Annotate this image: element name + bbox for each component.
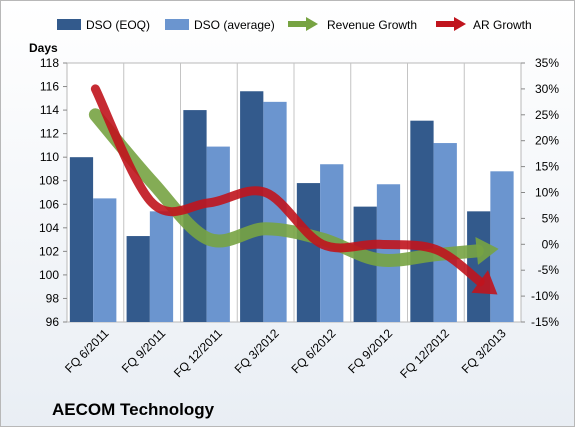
- y-right-tick-label: -10%: [531, 289, 559, 303]
- bar-dso-eoq: [126, 236, 150, 322]
- revenue-growth-line: [88, 108, 484, 267]
- y-left-tick-label: 118: [40, 56, 59, 70]
- legend-label-revenue: Revenue Growth: [327, 18, 417, 32]
- bar-dso-average: [206, 146, 230, 322]
- bar-dso-average: [433, 143, 457, 322]
- legend-swatch-eoq: [57, 19, 81, 30]
- y-right-tick-label: 10%: [535, 186, 559, 200]
- bar-dso-eoq: [353, 206, 377, 322]
- y-right-tick-label: 0%: [542, 237, 560, 251]
- bar-dso-average: [93, 198, 117, 322]
- y-right-tick-label: 20%: [535, 134, 559, 148]
- revenue-growth-arrowhead: [475, 236, 499, 265]
- y-left-tick-label: 100: [39, 268, 59, 282]
- y-right-tick-label: -15%: [531, 315, 559, 329]
- ar-growth-line: [90, 84, 485, 287]
- legend-swatch-avg: [165, 19, 189, 30]
- legend: DSO (EOQ) DSO (average) Revenue Growth A…: [57, 17, 532, 32]
- y-right-tick-label: 15%: [535, 160, 559, 174]
- y-right-tick-label: 35%: [535, 56, 559, 70]
- bar-dso-eoq: [296, 183, 321, 322]
- y-left-tick-label: 112: [40, 127, 59, 141]
- company-title: AECOM Technology: [52, 400, 215, 419]
- legend-arrowhead-revenue: [306, 17, 318, 31]
- legend-label-eoq: DSO (EOQ): [86, 18, 150, 32]
- bar-dso-average: [149, 211, 174, 322]
- bar-dso-average: [376, 184, 401, 322]
- y-right-tick-label: -5%: [538, 263, 560, 277]
- y-left-tick-label: 96: [46, 315, 60, 329]
- bar-dso-eoq: [240, 91, 264, 322]
- bar-dso-eoq: [69, 157, 94, 322]
- y-left-tick-label: 114: [40, 103, 59, 117]
- legend-label-ar: AR Growth: [473, 18, 532, 32]
- y-left-tick-label: 110: [40, 150, 59, 164]
- bar-dso-eoq: [467, 211, 491, 322]
- legend-label-avg: DSO (average): [194, 18, 275, 32]
- bar-dso-average: [490, 171, 514, 322]
- y-left-tick-label: 102: [39, 244, 59, 258]
- bar-dso-eoq: [410, 120, 434, 322]
- bar-dso-average: [263, 101, 287, 322]
- y-right-tick-label: 5%: [542, 211, 560, 225]
- y-left-tick-label: 104: [39, 221, 59, 235]
- ar-growth-arrowhead: [471, 270, 498, 295]
- y-left-tick-label: 108: [39, 174, 59, 188]
- bar-dso-eoq: [183, 110, 207, 322]
- y-axis-left-label: Days: [29, 41, 58, 55]
- y-right-tick-label: 25%: [535, 108, 559, 122]
- y-left-tick-label: 116: [40, 80, 59, 94]
- y-left-tick-label: 98: [46, 291, 60, 305]
- y-left-tick-label: 106: [39, 197, 59, 211]
- y-right-tick-label: 30%: [535, 82, 559, 96]
- legend-arrowhead-ar: [454, 17, 466, 31]
